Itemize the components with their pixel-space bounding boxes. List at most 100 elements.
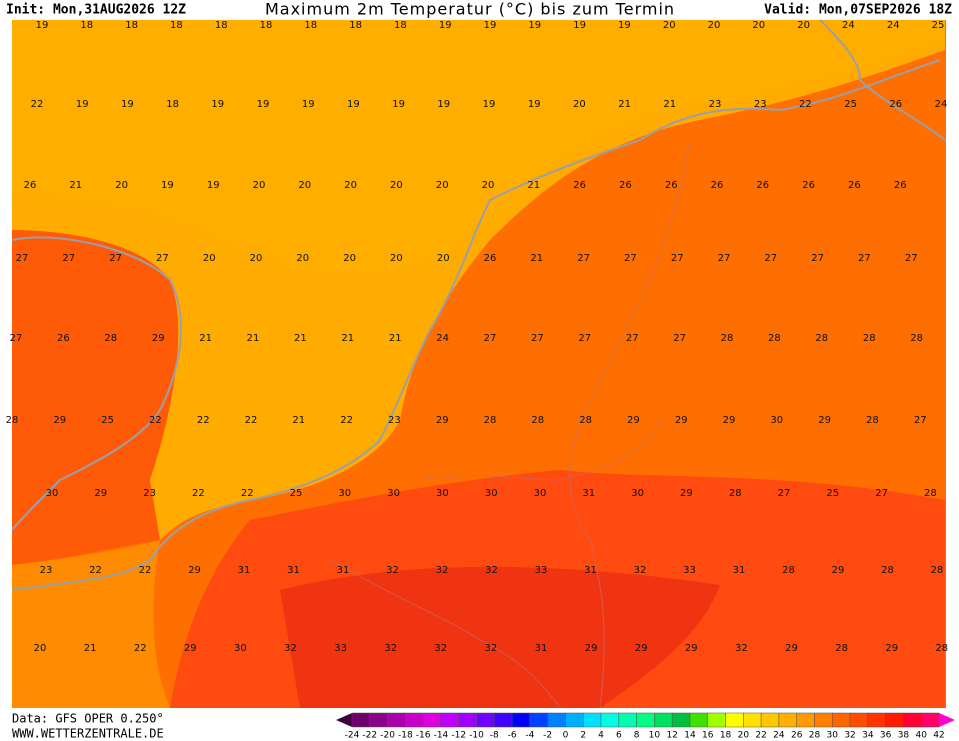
temperature-label: 22 bbox=[799, 99, 812, 110]
temperature-label: 20 bbox=[253, 180, 266, 191]
site-name: WWW.WETTERZENTRALE.DE bbox=[12, 727, 164, 741]
temperature-label: 26 bbox=[484, 253, 497, 264]
temperature-label: 20 bbox=[797, 20, 810, 31]
temperature-label: 20 bbox=[752, 20, 765, 31]
temperature-label: 26 bbox=[665, 180, 678, 191]
colorbar-box bbox=[405, 712, 424, 728]
temperature-label: 22 bbox=[192, 488, 205, 499]
temperature-label: 32 bbox=[384, 643, 397, 654]
temperature-label: 31 bbox=[584, 565, 597, 576]
temperature-label: 27 bbox=[671, 253, 684, 264]
colorbar-tick-label: 4 bbox=[598, 731, 604, 741]
temperature-label: 21 bbox=[389, 333, 402, 344]
temperature-label: 21 bbox=[69, 180, 82, 191]
temperature-label: 28 bbox=[768, 333, 781, 344]
colorbar-tick-label: 16 bbox=[702, 731, 714, 741]
temperature-label: 27 bbox=[109, 253, 122, 264]
temperature-label: 19 bbox=[302, 99, 315, 110]
colorbar-box bbox=[867, 712, 886, 728]
temperature-label: 22 bbox=[149, 415, 162, 426]
temperature-label: 26 bbox=[802, 180, 815, 191]
colorbar-box bbox=[387, 712, 406, 728]
temperature-label: 27 bbox=[578, 333, 591, 344]
sea-fill-cool bbox=[12, 20, 945, 276]
temperature-label: 29 bbox=[585, 643, 598, 654]
colorbar-tick-label: 26 bbox=[791, 731, 803, 741]
temperature-label: 21 bbox=[247, 333, 260, 344]
temperature-label: 21 bbox=[341, 333, 354, 344]
map-title: Maximum 2m Temperatur (°C) bis zum Termi… bbox=[265, 0, 675, 19]
colorbar-arrow bbox=[336, 713, 352, 727]
temperature-label: 29 bbox=[436, 415, 449, 426]
temperature-label: 28 bbox=[835, 643, 848, 654]
temperature-label: 21 bbox=[294, 333, 307, 344]
temperature-label: 32 bbox=[436, 565, 449, 576]
data-source: Data: GFS OPER 0.250° bbox=[12, 712, 164, 726]
temperature-label: 29 bbox=[685, 643, 698, 654]
temperature-label: 18 bbox=[166, 99, 179, 110]
temperature-label: 28 bbox=[579, 415, 592, 426]
temperature-label: 27 bbox=[16, 253, 29, 264]
colorbar-box bbox=[743, 712, 762, 728]
temperature-label: 19 bbox=[618, 20, 631, 31]
colorbar-box bbox=[351, 712, 371, 728]
temperature-label: 22 bbox=[340, 415, 353, 426]
colorbar-box bbox=[618, 712, 637, 728]
colorbar-tick-label: 6 bbox=[616, 731, 622, 741]
temperature-label: 19 bbox=[573, 20, 586, 31]
colorbar-tick-label: -20 bbox=[380, 731, 395, 741]
temperature-label: 28 bbox=[104, 333, 117, 344]
temperature-label: 29 bbox=[885, 643, 898, 654]
temperature-label: 29 bbox=[818, 415, 831, 426]
temperature-label: 28 bbox=[910, 333, 923, 344]
temperature-label: 28 bbox=[866, 415, 879, 426]
colorbar-tick-label: -10 bbox=[469, 731, 484, 741]
temperature-label: 23 bbox=[40, 565, 53, 576]
temperature-label: 22 bbox=[31, 99, 44, 110]
temperature-label: 29 bbox=[627, 415, 640, 426]
colorbar-tick-label: 40 bbox=[915, 731, 927, 741]
temperature-label: 27 bbox=[624, 253, 637, 264]
temperature-label: 21 bbox=[527, 180, 540, 191]
colorbar-tick-label: 10 bbox=[649, 731, 661, 741]
temperature-label: 27 bbox=[62, 253, 75, 264]
temperature-label: 19 bbox=[484, 20, 497, 31]
temperature-label: 30 bbox=[234, 643, 247, 654]
temperature-label: 20 bbox=[663, 20, 676, 31]
temperature-label: 21 bbox=[84, 643, 97, 654]
temperature-label: 19 bbox=[347, 99, 360, 110]
colorbar-box bbox=[511, 712, 531, 728]
temperature-label: 29 bbox=[723, 415, 736, 426]
colorbar-box bbox=[494, 712, 513, 728]
temperature-label: 18 bbox=[260, 20, 273, 31]
temperature-label: 27 bbox=[914, 415, 927, 426]
temperature-label: 28 bbox=[931, 565, 944, 576]
temperature-label: 26 bbox=[756, 180, 769, 191]
colorbar-tick-label: 24 bbox=[773, 731, 785, 741]
temperature-label: 27 bbox=[875, 488, 888, 499]
temperature-label: 23 bbox=[709, 99, 722, 110]
temperature-label: 29 bbox=[785, 643, 798, 654]
temperature-label: 24 bbox=[842, 20, 855, 31]
temperature-label: 25 bbox=[932, 20, 945, 31]
temperature-label: 31 bbox=[238, 565, 251, 576]
temperature-label: 32 bbox=[485, 643, 498, 654]
temperature-label: 21 bbox=[292, 415, 305, 426]
temperature-label: 18 bbox=[215, 20, 228, 31]
temperature-label: 30 bbox=[436, 488, 449, 499]
uk-land bbox=[12, 230, 179, 565]
temperature-label: 24 bbox=[935, 99, 948, 110]
temperature-label: 30 bbox=[338, 488, 351, 499]
temperature-label: 18 bbox=[170, 20, 183, 31]
colorbar-box bbox=[725, 712, 744, 728]
temperature-label: 27 bbox=[905, 253, 918, 264]
temperature-label: 24 bbox=[887, 20, 900, 31]
colorbar-box bbox=[778, 712, 797, 728]
temperature-label: 20 bbox=[573, 99, 586, 110]
temperature-label: 30 bbox=[485, 488, 498, 499]
colorbar-box bbox=[885, 712, 904, 728]
temperature-label: 28 bbox=[729, 488, 742, 499]
colorbar-box bbox=[422, 712, 442, 728]
colorbar-tick-label: 36 bbox=[880, 731, 892, 741]
colorbar-box bbox=[814, 712, 833, 728]
